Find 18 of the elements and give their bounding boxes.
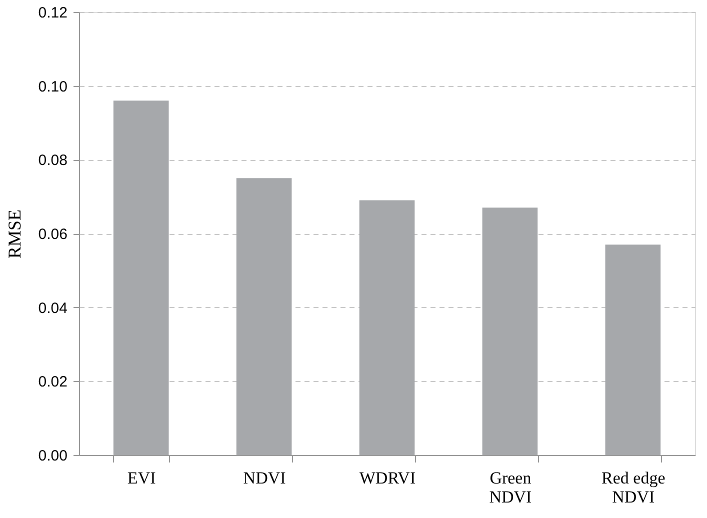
y-tick-label: 0.06 — [38, 226, 68, 243]
bar — [482, 208, 538, 455]
x-tick-label: EVI — [127, 468, 156, 488]
x-tick-label: Red edge NDVI — [602, 468, 666, 506]
y-tick-label: 0.00 — [38, 448, 68, 464]
y-tick-label: 0.12 — [38, 4, 68, 22]
bar — [605, 244, 661, 455]
y-tick-label: 0.08 — [38, 152, 68, 170]
bar — [113, 100, 169, 455]
bar — [236, 178, 292, 455]
y-axis-title: RMSE — [4, 209, 24, 259]
x-tick-label: Green NDVI — [489, 468, 532, 506]
y-tick-label: 0.10 — [38, 78, 68, 96]
bar — [359, 200, 415, 455]
x-tick-label: WDRVI — [359, 468, 416, 488]
y-tick-label: 0.04 — [38, 300, 68, 317]
y-tick-label: 0.02 — [38, 374, 68, 391]
x-tick-label: NDVI — [243, 468, 286, 488]
